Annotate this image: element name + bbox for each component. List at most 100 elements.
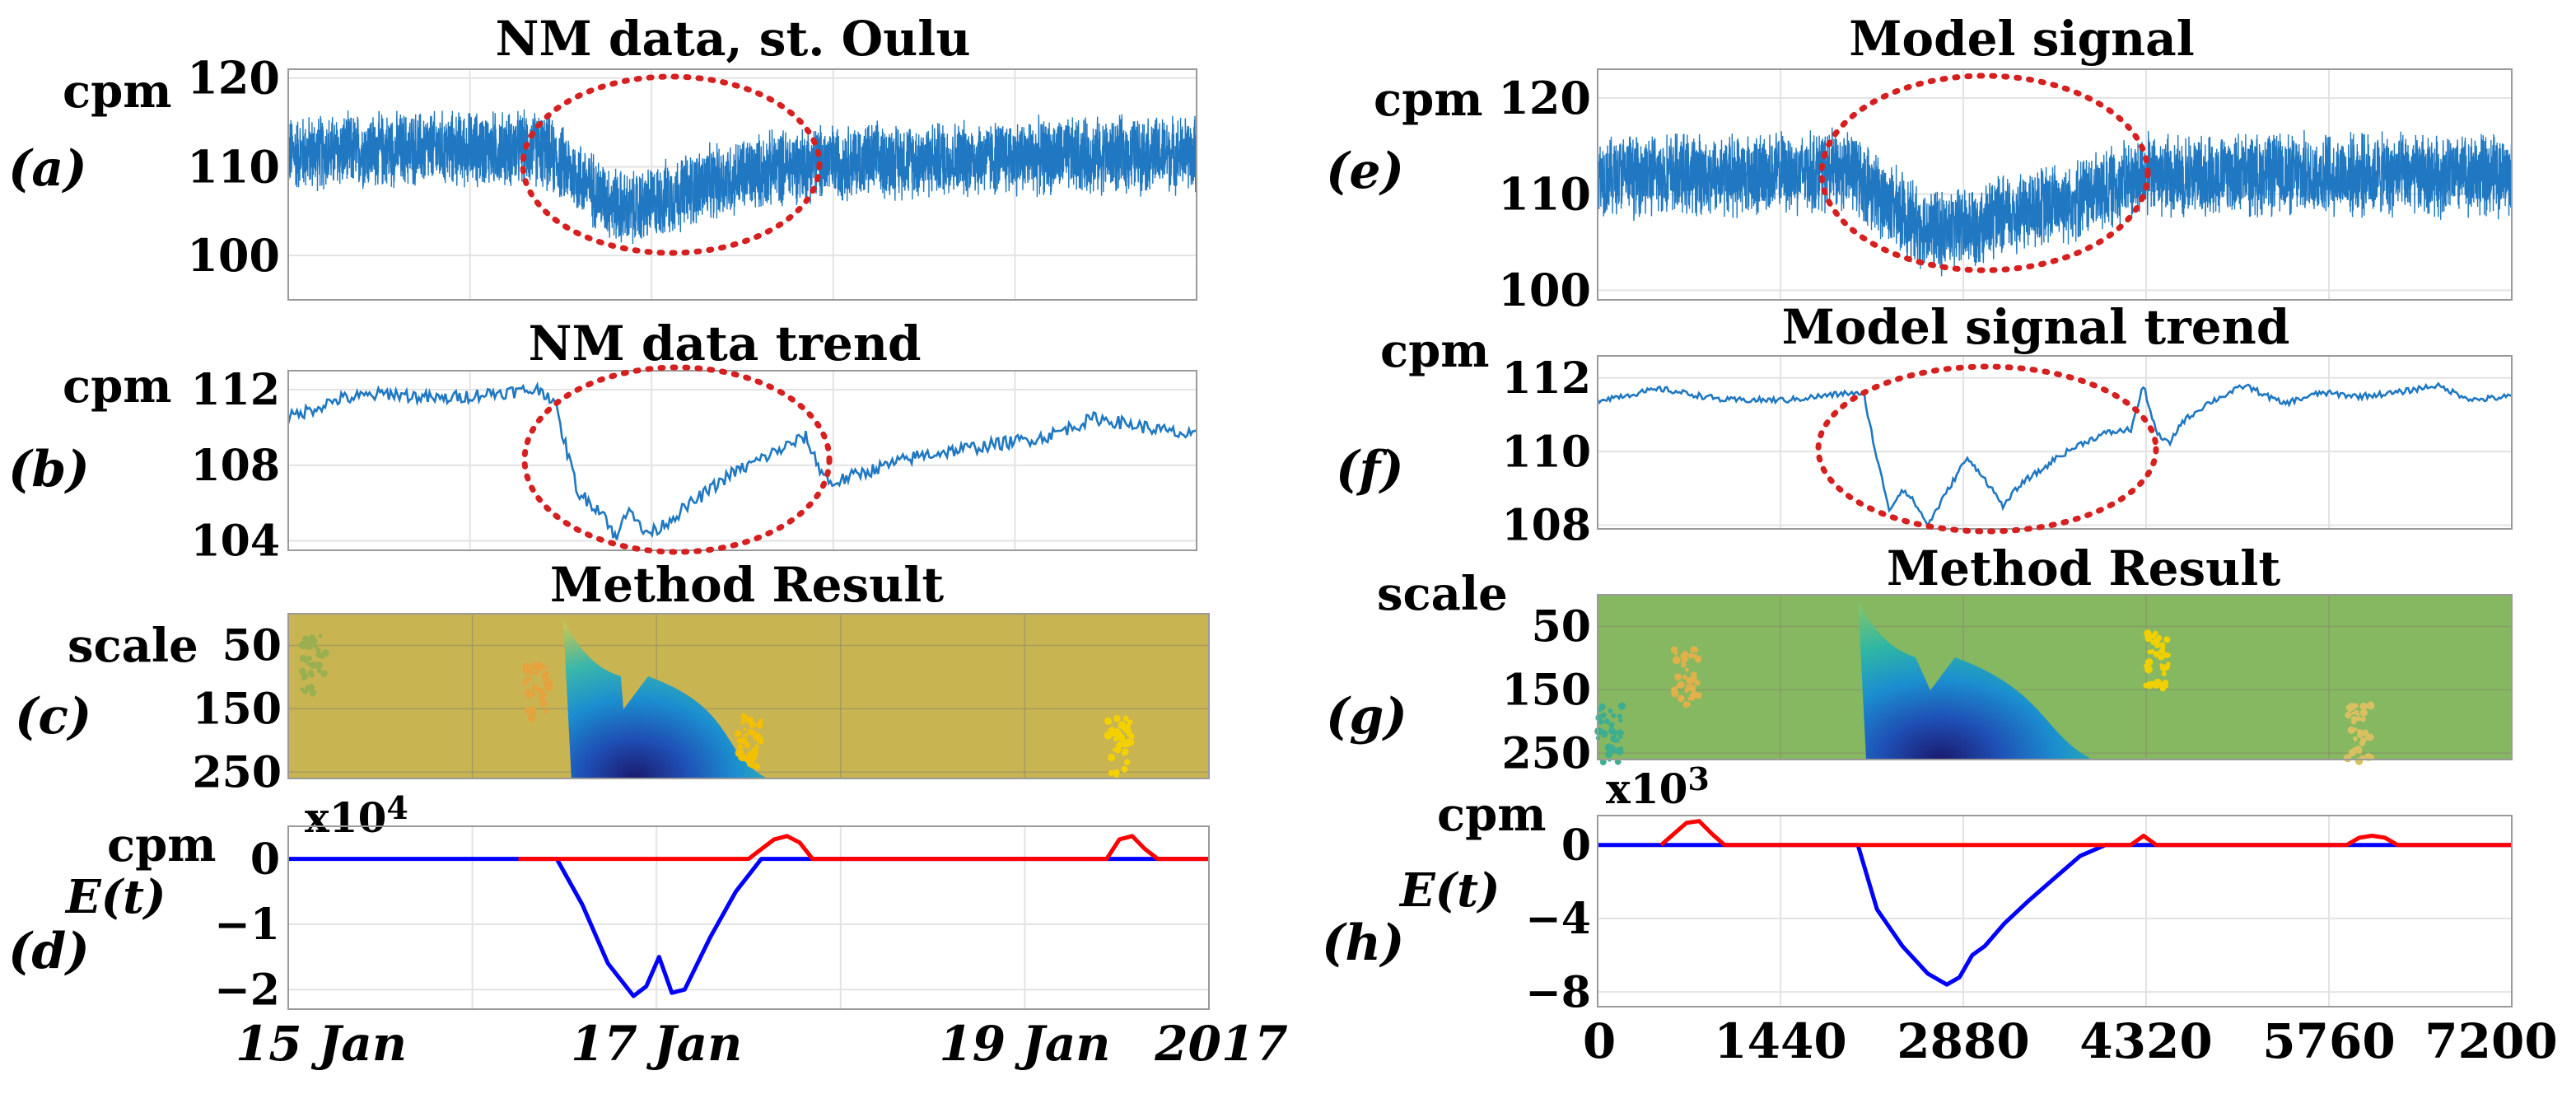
red-component-line xyxy=(1659,819,2512,848)
panel-c-yticks: 50 150 250 xyxy=(192,621,282,798)
heatmap-speckle xyxy=(522,680,529,686)
heatmap-speckle xyxy=(303,640,310,648)
panel-g-heatmap xyxy=(1594,595,2512,765)
heatmap-speckle xyxy=(2356,728,2362,734)
heatmap-speckle xyxy=(2156,634,2163,642)
y-tick-label: −8 xyxy=(1525,967,1591,1017)
heatmap-wedge xyxy=(562,619,768,778)
x-tick-label: 2880 xyxy=(1897,1013,2029,1069)
panel-d-ylabel2: E(t) xyxy=(64,870,166,924)
panel-h-exponent-base: x10 xyxy=(1606,764,1687,813)
panel-b-title: NM data trend xyxy=(528,316,921,372)
heatmap-speckle xyxy=(531,684,539,692)
panel-h-ylabel: cpm xyxy=(1437,788,1547,842)
heatmap-speckle xyxy=(313,643,319,649)
y-tick-label: 250 xyxy=(192,748,282,798)
heatmap-speckle xyxy=(306,655,313,662)
panel-f-yticks: 108 110 112 xyxy=(1501,353,1591,551)
heatmap-speckle xyxy=(1112,747,1116,752)
panel-c-frame xyxy=(287,613,1210,779)
panel-a-plot xyxy=(287,69,1197,300)
heatmap-speckle xyxy=(2145,658,2154,666)
heatmap-speckle xyxy=(1104,717,1113,725)
panel-d-ylabel: cpm xyxy=(107,818,217,872)
heatmap-speckle xyxy=(1671,690,1679,698)
panel-d-exponent-base: x10 xyxy=(305,793,386,842)
heatmap-speckle xyxy=(1113,773,1119,778)
panel-d: x104 cpm E(t) (d) 0 −1 −2 15 Jan 17 Jan 19 J… xyxy=(8,789,1288,1072)
heatmap-speckle xyxy=(522,662,530,671)
heatmap-speckle xyxy=(1617,713,1622,719)
heatmap-speckle xyxy=(1595,713,1603,722)
heatmap-speckle xyxy=(2360,716,2366,722)
panel-f-ellipse xyxy=(1815,363,2159,535)
heatmap-speckle xyxy=(1695,692,1702,699)
heatmap-speckle xyxy=(753,751,758,756)
panel-b-yticks: 104 108 112 xyxy=(190,365,280,567)
heatmap-speckle xyxy=(315,648,321,653)
heatmap-speckle xyxy=(316,668,322,674)
heatmap-speckle xyxy=(320,670,328,677)
heatmap-speckle xyxy=(1122,748,1129,755)
y-tick-label: 110 xyxy=(1498,168,1591,221)
heatmap-speckle xyxy=(1121,765,1128,773)
heatmap-speckle xyxy=(1126,722,1131,728)
y-tick-label: −2 xyxy=(214,965,280,1015)
heatmap-speckle xyxy=(2154,642,2160,648)
x-tick-label: 1440 xyxy=(1714,1013,1846,1069)
heatmap-speckle xyxy=(1684,687,1690,694)
heatmap-speckle xyxy=(2150,633,2156,639)
heatmap-speckle xyxy=(757,736,764,745)
y-tick-label: 150 xyxy=(192,685,282,735)
panel-e: Model signal cpm (e) 100 110 120 xyxy=(1326,11,2513,316)
y-tick-label: 120 xyxy=(187,52,280,105)
heatmap-speckle xyxy=(543,665,548,670)
heatmap-speckle xyxy=(1108,769,1115,776)
panel-e-plot xyxy=(1597,69,2513,300)
panel-b-ylabel: cpm xyxy=(63,359,172,414)
blue-component-line xyxy=(1598,843,2512,987)
panel-h-yticks: 0 −4 −8 xyxy=(1525,820,1591,1017)
heatmap-speckle xyxy=(309,661,318,670)
heatmap-speckle xyxy=(1690,671,1697,678)
heatmap-speckle xyxy=(2164,684,2169,689)
y-tick-label: 50 xyxy=(1532,602,1591,652)
heatmap-speckle xyxy=(1113,728,1122,736)
heatmap-speckle xyxy=(1113,736,1118,742)
heatmap-speckle xyxy=(2354,746,2363,754)
panel-h-exponent-power: 3 xyxy=(1687,760,1709,797)
heatmap-speckle xyxy=(1123,759,1131,766)
heatmap-speckle xyxy=(1618,735,1623,740)
heatmap-speckle xyxy=(2366,736,2371,741)
heatmap-speckle xyxy=(532,712,537,717)
panel-b-ellipse xyxy=(521,364,833,555)
heatmap-speckle xyxy=(2166,662,2171,666)
heatmap-speckle xyxy=(2350,716,2358,722)
panel-a-ellipse xyxy=(520,73,823,256)
y-tick-label: 0 xyxy=(1561,820,1591,871)
heatmap-speckle xyxy=(1687,697,1692,701)
heatmap-speckle xyxy=(1610,746,1617,754)
heatmap-speckle xyxy=(544,708,548,713)
heatmap-speckle xyxy=(315,661,323,670)
heatmap-speckle xyxy=(1686,702,1692,707)
heatmap-speckle xyxy=(1113,714,1121,722)
x-tick-label: 5760 xyxy=(2262,1013,2395,1069)
heatmap-speckle xyxy=(740,736,748,745)
heatmap-speckle xyxy=(756,721,763,729)
heatmap-speckle xyxy=(2149,680,2155,686)
heatmap-speckle xyxy=(307,684,315,691)
panel-h-xticks: 0 1440 2880 4320 5760 7200 xyxy=(1583,1013,2558,1069)
heatmap-speckle xyxy=(1682,651,1689,657)
heatmap-speckle xyxy=(2154,678,2162,687)
heatmap-speckle xyxy=(1670,646,1678,654)
red-component-line xyxy=(518,834,1209,862)
panel-d-exponent: x104 xyxy=(305,789,408,842)
heatmap-speckle xyxy=(2163,636,2171,643)
panel-a-label: (a) xyxy=(8,140,87,198)
heatmap-speckle xyxy=(740,721,744,725)
panel-e-yticks: 100 110 120 xyxy=(1498,72,1591,316)
heatmap-speckle xyxy=(2144,633,2153,643)
heatmap-speckle xyxy=(1693,647,1699,652)
heatmap-speckle xyxy=(749,721,754,725)
